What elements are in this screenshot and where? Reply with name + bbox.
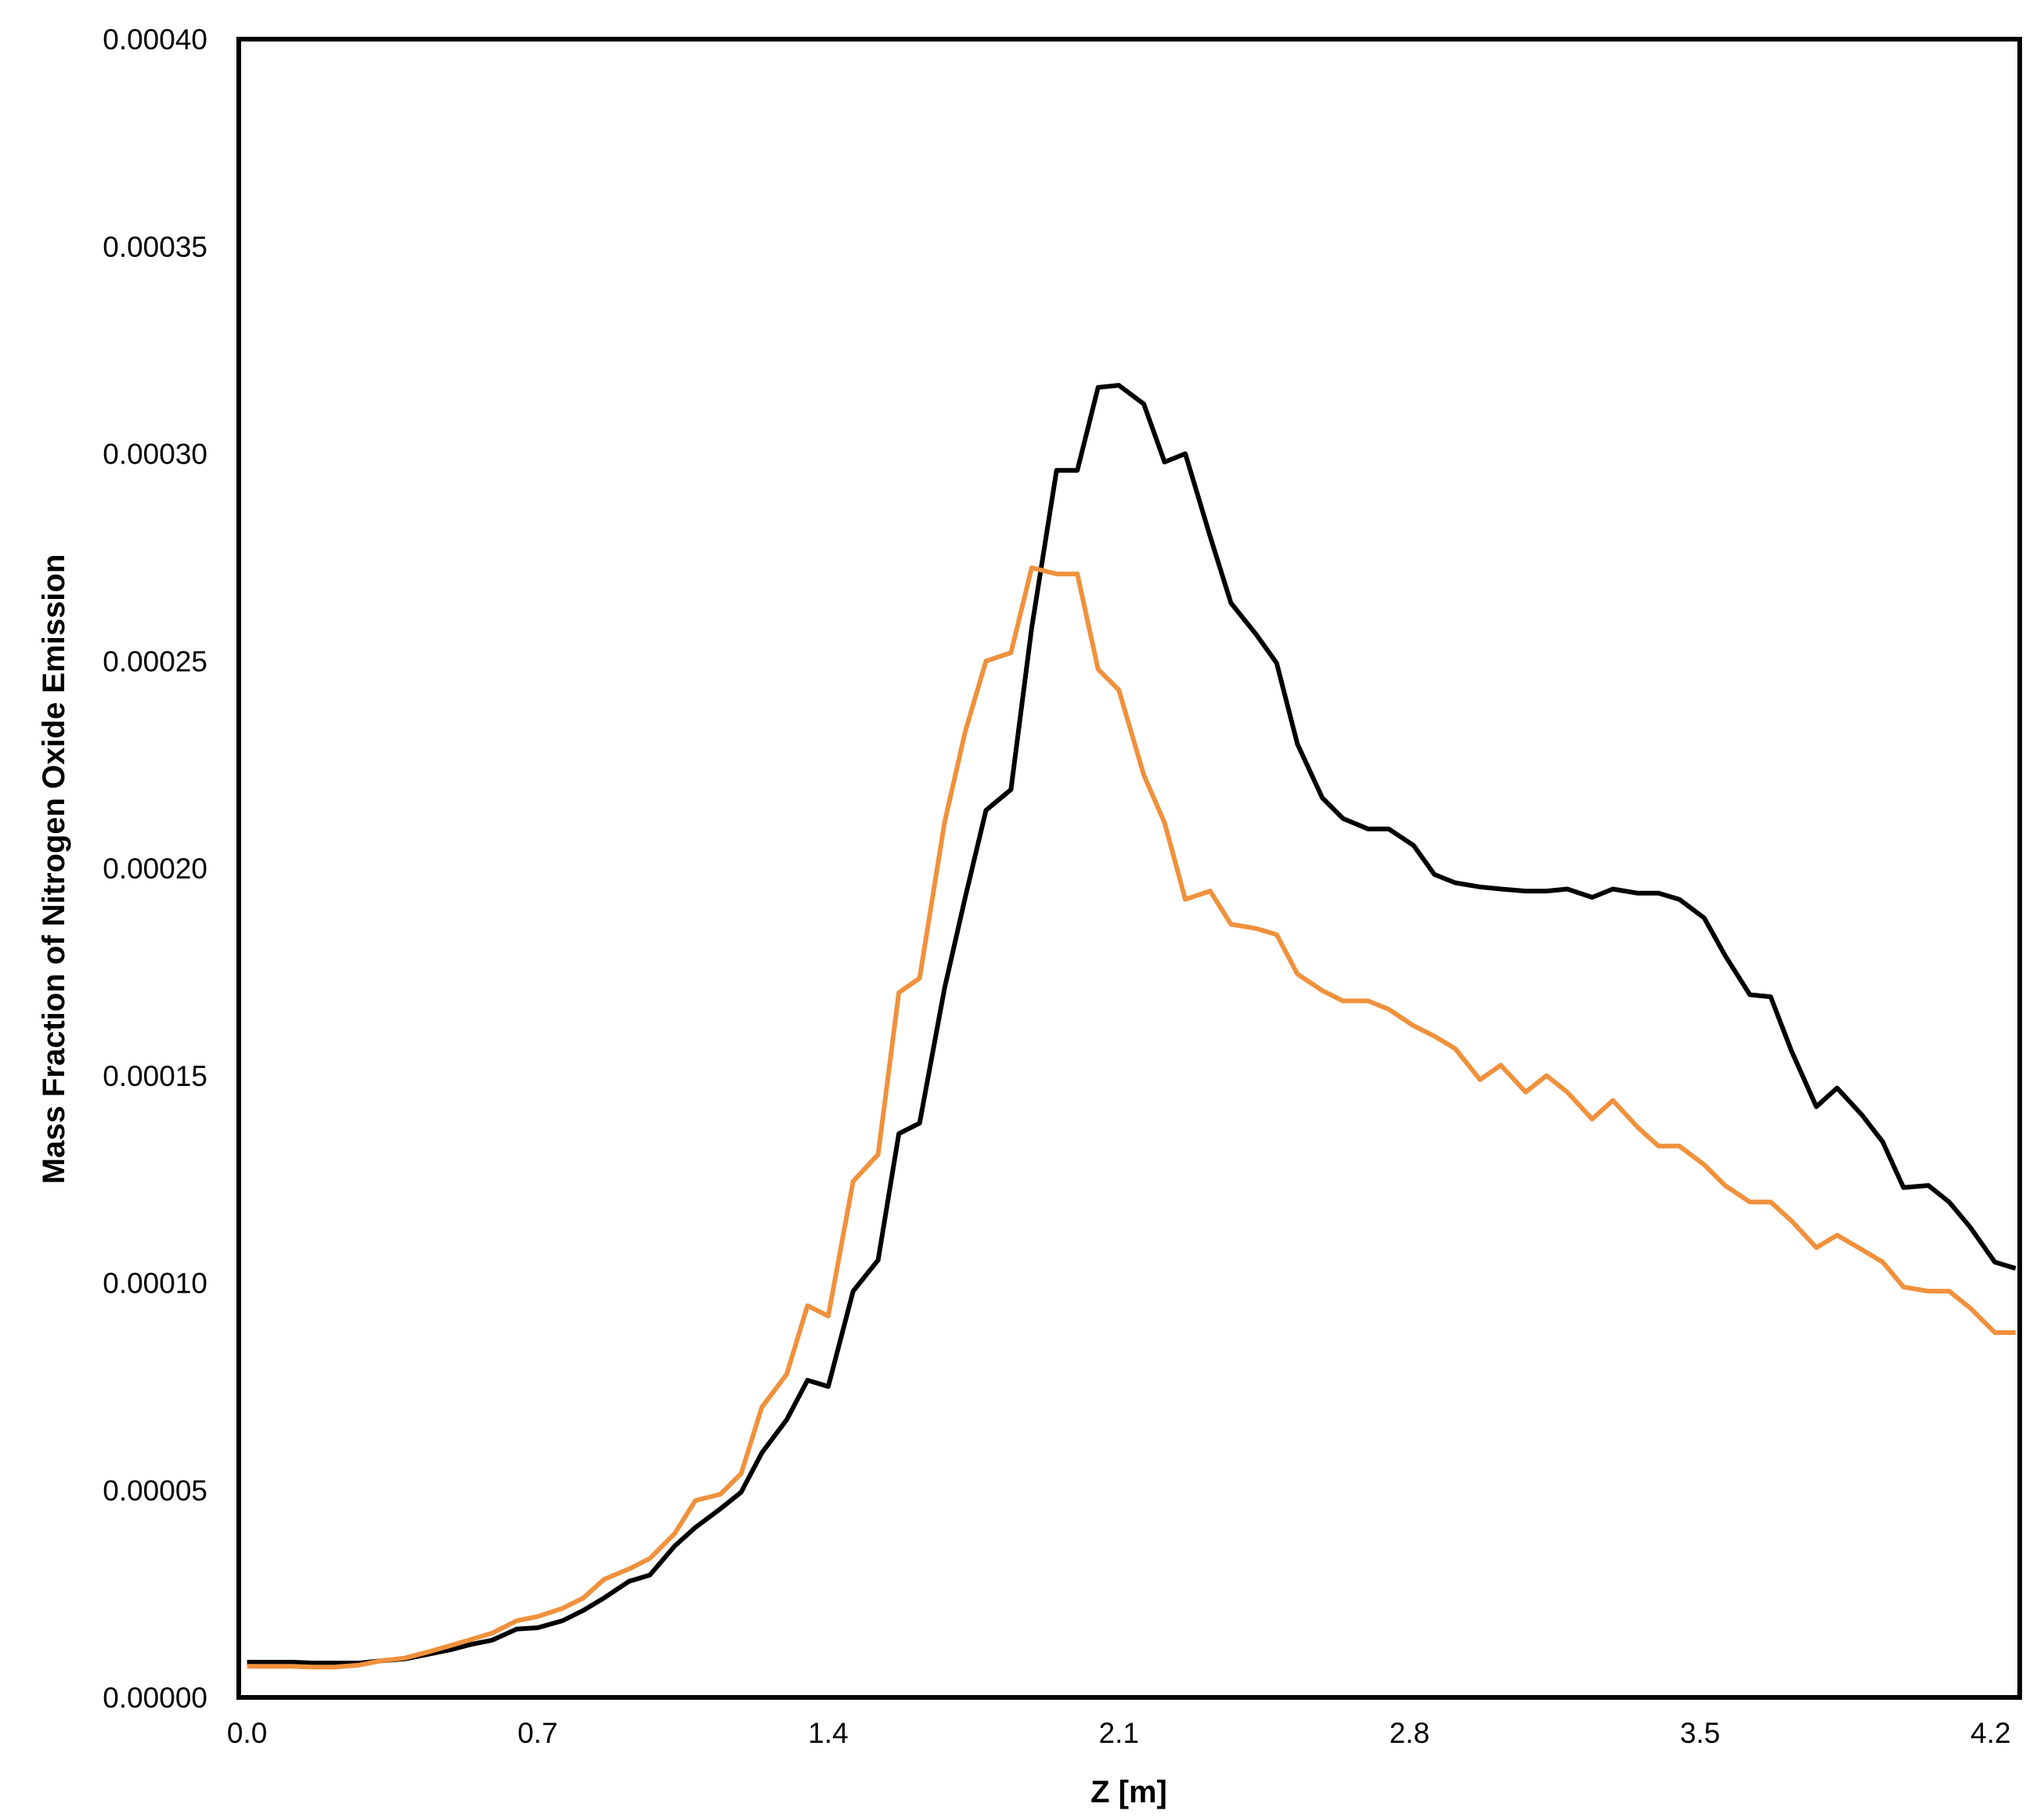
y-tick-label: 0.00020 (103, 853, 207, 885)
x-tick-label: 1.4 (808, 1717, 848, 1749)
x-tick-label: 0.0 (227, 1717, 267, 1749)
series-layer (247, 383, 2017, 1670)
x-tick-label: 2.8 (1390, 1717, 1429, 1749)
y-axis-title: Mass Fraction of Nitrogen Oxide Emission (37, 554, 71, 1185)
x-tick-label: 0.7 (517, 1717, 557, 1749)
series-line-2 (247, 565, 2016, 1670)
y-axis-tick-labels: 0.00000 0.00005 0.00010 0.00015 0.00020 0.000… (103, 23, 207, 1714)
y-tick-label: 0.00015 (103, 1060, 207, 1092)
y-tick-label: 0.00035 (103, 231, 207, 263)
y-tick-label: 0.00005 (103, 1474, 207, 1506)
series-line-1 (247, 383, 2017, 1666)
y-tick-label: 0.00025 (103, 645, 207, 677)
y-tick-label: 0.00030 (103, 438, 207, 471)
x-tick-label: 3.5 (1680, 1717, 1720, 1749)
y-tick-label: 0.00040 (103, 23, 207, 56)
x-tick-label: 2.1 (1099, 1717, 1139, 1749)
x-axis-title: Z [m] (1090, 1775, 1167, 1809)
y-tick-label: 0.00010 (103, 1268, 207, 1300)
x-axis-tick-labels: 0.0 0.7 1.4 2.1 2.8 3.5 4.2 (227, 1717, 2011, 1749)
plot-area-frame (236, 37, 2022, 1700)
y-tick-label: 0.00000 (103, 1682, 207, 1714)
x-tick-label: 4.2 (1970, 1717, 2010, 1749)
